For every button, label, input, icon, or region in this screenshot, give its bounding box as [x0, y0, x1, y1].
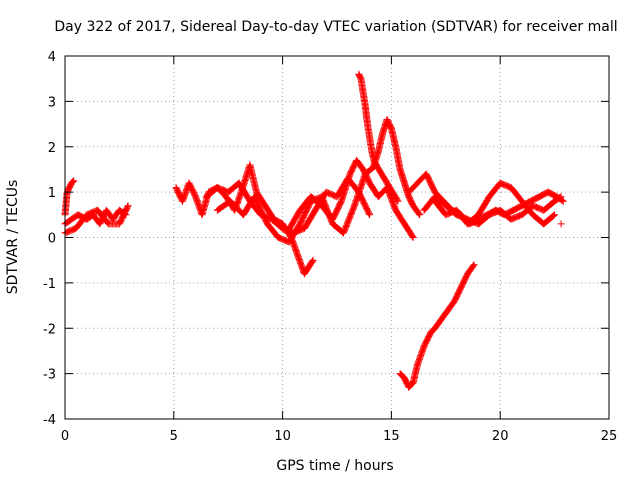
series-seg1 [61, 177, 78, 219]
data-point-markers [370, 116, 424, 219]
y-axis-label: SDTVAR / TECUs [5, 180, 21, 295]
x-tick-label: 20 [492, 429, 509, 444]
series-seg14 [396, 261, 478, 391]
y-tick-label: -4 [43, 413, 56, 428]
x-tick-label: 10 [274, 429, 291, 444]
x-tick-label: 0 [61, 429, 69, 444]
data-point-markers [283, 156, 417, 241]
y-tick-label: -1 [43, 277, 56, 292]
series-seg9 [370, 116, 424, 219]
x-tick-label: 15 [383, 429, 400, 444]
grid [65, 56, 609, 419]
y-tick-label: 1 [48, 186, 56, 201]
data-point-markers [61, 177, 78, 219]
y-tick-label: 4 [48, 50, 56, 65]
data-point-markers [355, 70, 380, 169]
data-point-markers [557, 220, 565, 228]
y-tick-label: -3 [43, 368, 56, 383]
x-tick-label: 25 [601, 429, 618, 444]
x-tick-label: 5 [170, 429, 178, 444]
series-seg13 [557, 220, 565, 228]
y-tick-label: -2 [43, 322, 56, 337]
data-point-markers [431, 179, 559, 228]
y-tick-label: 2 [48, 141, 56, 156]
series-seg8 [355, 70, 380, 169]
data-point-markers [396, 261, 478, 391]
data-marks [61, 70, 567, 391]
chart-title: Day 322 of 2017, Sidereal Day-to-day VTE… [54, 19, 617, 35]
y-tick-label: 3 [48, 95, 56, 110]
x-axis-label: GPS time / hours [276, 458, 393, 474]
axis-ticks: 0 5 10 15 20 25 -4 -3 -2 -1 0 1 2 3 4 [43, 50, 617, 444]
series-seg12 [431, 179, 559, 228]
series-seg7 [283, 156, 417, 241]
y-tick-label: 0 [48, 232, 56, 247]
